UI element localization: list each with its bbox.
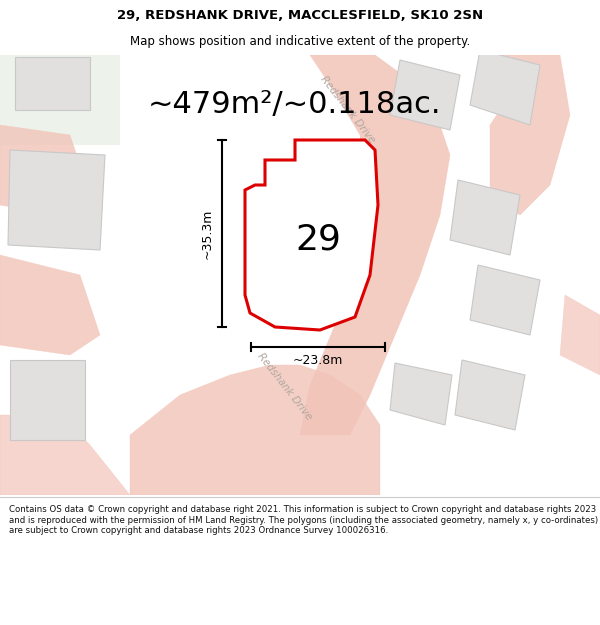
Polygon shape: [490, 55, 570, 215]
Polygon shape: [470, 50, 540, 125]
Polygon shape: [560, 295, 600, 375]
Polygon shape: [8, 150, 105, 250]
Polygon shape: [390, 363, 452, 425]
Polygon shape: [300, 55, 450, 435]
Polygon shape: [10, 360, 85, 440]
Text: Redshank Drive: Redshank Drive: [319, 74, 377, 146]
Polygon shape: [245, 140, 378, 330]
Text: ~479m²/~0.118ac.: ~479m²/~0.118ac.: [148, 91, 442, 119]
Text: ~23.8m: ~23.8m: [293, 354, 343, 367]
Polygon shape: [15, 57, 90, 110]
Text: Redshank Drive: Redshank Drive: [256, 352, 314, 422]
Polygon shape: [0, 255, 100, 355]
Polygon shape: [0, 415, 130, 495]
Polygon shape: [0, 55, 120, 145]
Polygon shape: [455, 360, 525, 430]
Text: ~35.3m: ~35.3m: [201, 208, 214, 259]
Text: Contains OS data © Crown copyright and database right 2021. This information is : Contains OS data © Crown copyright and d…: [9, 506, 598, 535]
Text: 29, REDSHANK DRIVE, MACCLESFIELD, SK10 2SN: 29, REDSHANK DRIVE, MACCLESFIELD, SK10 2…: [117, 9, 483, 22]
Polygon shape: [390, 60, 460, 130]
Polygon shape: [470, 265, 540, 335]
Text: 29: 29: [295, 223, 341, 257]
Text: Map shows position and indicative extent of the property.: Map shows position and indicative extent…: [130, 35, 470, 48]
Polygon shape: [130, 365, 380, 495]
Polygon shape: [450, 180, 520, 255]
Polygon shape: [0, 125, 90, 215]
